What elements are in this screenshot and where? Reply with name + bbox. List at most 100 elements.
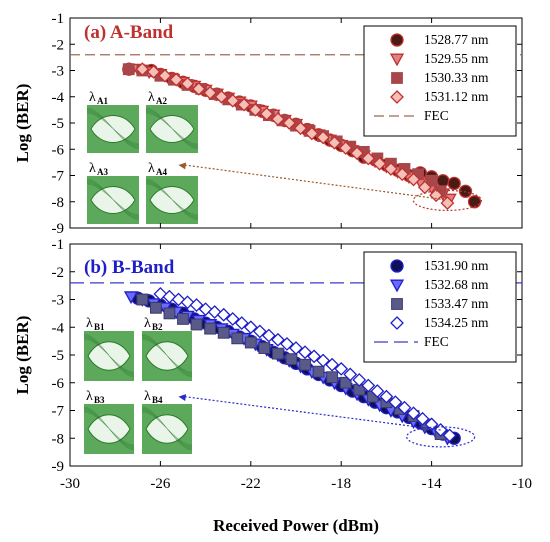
eye-label-sub: B3 — [94, 395, 105, 405]
y-tick-label: -1 — [52, 237, 65, 253]
x-tick-label: -10 — [512, 476, 532, 492]
x-tick-label: -30 — [60, 476, 80, 492]
eye-label: λ — [144, 316, 151, 331]
data-point-diamond — [440, 196, 455, 210]
data-point-square — [217, 326, 230, 339]
eye-label-sub: B1 — [94, 322, 105, 332]
eye-label-sub: A4 — [156, 167, 167, 177]
eye-trace — [83, 411, 135, 446]
data-point-square — [391, 72, 403, 84]
data-point-triangle — [123, 291, 139, 305]
data-point-square — [149, 301, 162, 314]
y-tick-label: -3 — [52, 293, 65, 309]
data-point-diamond — [350, 146, 364, 161]
data-point-diamond — [397, 400, 412, 415]
y-tick-label: -6 — [52, 142, 65, 158]
panel-b-band: λ B1 λ B2λ B3 λ B4 -1-2-3-4-5-6-7-8-9 (b) B-Ba… — [52, 237, 523, 475]
series-b — [123, 287, 461, 446]
data-point-diamond — [271, 112, 285, 126]
eye-label-sub: B2 — [152, 322, 163, 332]
y-tick-label: -4 — [52, 320, 65, 336]
eye-trace — [145, 183, 199, 216]
y-tick-label: -9 — [52, 459, 65, 475]
eye-diagram: λ B2 — [141, 316, 193, 381]
data-point-square — [272, 347, 284, 360]
eye-label: λ — [86, 316, 93, 331]
data-point-square — [190, 318, 203, 331]
data-point-diamond — [361, 378, 376, 393]
legend-label: 1532.68 nm — [424, 277, 489, 292]
data-point-diamond — [225, 312, 240, 326]
data-point-diamond — [361, 151, 376, 166]
legend-fec-label: FEC — [424, 108, 449, 123]
eye-label: λ — [86, 389, 93, 404]
data-point-square — [136, 293, 149, 306]
pointer-arrow-head — [178, 394, 187, 401]
y-tick-label: -9 — [52, 221, 65, 237]
y-tick-label: -8 — [52, 195, 65, 211]
eye-trace — [86, 183, 140, 216]
data-point-diamond — [415, 411, 430, 426]
y-tick-label: -2 — [52, 37, 65, 53]
data-point-diamond — [327, 135, 342, 150]
eye-diagram: λ A1 — [86, 90, 140, 153]
series-153425 — [153, 287, 457, 443]
y-axis-label-a: Log (BER) — [13, 84, 32, 163]
y-tick-label: -5 — [52, 116, 65, 132]
data-point-diamond — [343, 367, 358, 382]
data-point-diamond — [406, 406, 421, 421]
panel-a-title: (a) A-Band — [84, 22, 174, 43]
data-point-circle — [458, 184, 473, 198]
data-point-diamond — [135, 62, 150, 77]
data-point-square — [285, 353, 298, 366]
data-point-diamond — [180, 76, 195, 91]
data-point-diamond — [259, 106, 274, 121]
legend-label: 1531.12 nm — [424, 89, 489, 104]
y-axis-label-b: Log (BER) — [13, 316, 32, 395]
eye-label-sub: A2 — [156, 96, 167, 106]
data-point-diamond — [334, 361, 349, 376]
data-point-square — [258, 342, 271, 354]
x-tick-label: -26 — [150, 476, 170, 492]
ticks-b: -1 -2 -3 -4 -5 -6 -7 -8 -9 — [52, 237, 523, 475]
data-point-diamond — [248, 102, 263, 117]
data-point-diamond — [158, 68, 172, 83]
legend-label: 1528.77 nm — [424, 32, 489, 47]
pointer-arrow-line — [184, 164, 441, 200]
legend-label: 1531.90 nm — [424, 258, 489, 273]
eye-trace — [145, 112, 199, 145]
eye-label-sub: A3 — [97, 167, 108, 177]
data-point-square — [163, 307, 176, 320]
legend-box — [363, 251, 517, 363]
eye-label: λ — [148, 90, 155, 105]
data-point-square — [391, 298, 403, 310]
data-point-diamond — [280, 336, 294, 351]
data-point-diamond — [214, 89, 229, 104]
y-tick-label: -5 — [52, 348, 65, 364]
data-point-square — [122, 63, 135, 76]
data-point-diamond — [372, 156, 387, 171]
data-point-circle — [390, 33, 404, 47]
y-tick-label: -7 — [52, 404, 65, 420]
eye-diagram: λ B1 — [83, 316, 135, 381]
eye-trace — [83, 338, 135, 373]
annotation-a — [178, 162, 483, 212]
data-point-diamond — [203, 85, 218, 100]
data-point-diamond — [325, 357, 340, 372]
eye-label-sub: B4 — [152, 395, 163, 405]
y-tick-label: -7 — [52, 169, 65, 185]
data-point-square — [204, 322, 217, 335]
panel-a-band: λ A1 λ A2λ A3 λ A4 -1-2-3-4-5-6-7-8-9 (a) A-Ba… — [52, 11, 523, 237]
y-tick-label: -3 — [52, 64, 65, 80]
data-point-circle — [390, 259, 404, 273]
data-point-triangle — [389, 279, 405, 293]
data-point-diamond — [352, 373, 367, 387]
data-point-diamond — [316, 353, 331, 368]
y-tick-label: -6 — [52, 376, 65, 392]
legend-a: 1528.77 nm 1529.55 nm 1530.33 nm 1531.12 nm… — [363, 25, 517, 137]
eye-diagram: λ B4 — [141, 389, 193, 454]
data-point-triangle — [389, 53, 405, 67]
data-point-diamond — [271, 332, 285, 347]
data-point-diamond — [293, 121, 308, 136]
x-axis-label: Received Power (dBm) — [213, 516, 379, 535]
